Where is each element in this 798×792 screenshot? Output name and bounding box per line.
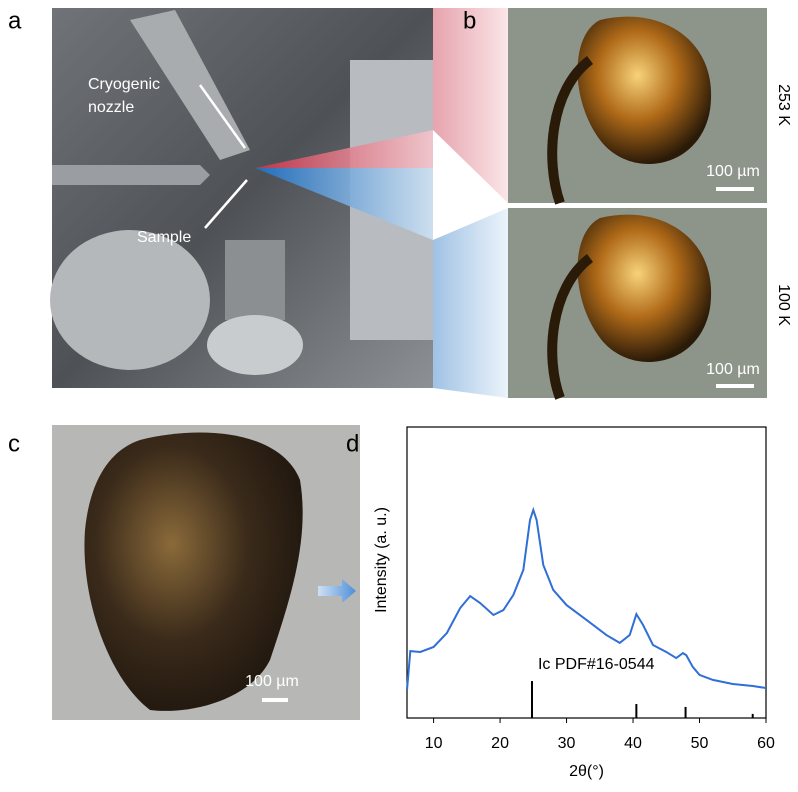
x-tick-label: 60 xyxy=(757,735,775,752)
goniometer xyxy=(225,240,285,320)
panel-a: Cryogenic nozzle Sample a xyxy=(8,7,433,388)
base xyxy=(207,315,303,375)
x-tick-label: 50 xyxy=(691,735,709,752)
y-axis-label: Intensity (a. u.) xyxy=(373,507,390,613)
x-axis-label: 2θ(°) xyxy=(569,763,604,780)
plate xyxy=(50,230,210,370)
annotation: Cryogenic xyxy=(88,76,160,93)
scale-label: 100 µm xyxy=(245,673,299,690)
x-tick-label: 40 xyxy=(624,735,642,752)
temperature: 253 K xyxy=(775,84,792,126)
annotation: nozzle xyxy=(88,99,134,116)
temperature: 100 K xyxy=(775,284,792,326)
panel-label: b xyxy=(463,7,476,34)
panel-label: c xyxy=(8,430,20,457)
fan xyxy=(433,8,508,203)
plot-frame xyxy=(407,427,766,718)
scale-label: 100 µm xyxy=(706,163,760,180)
panel-d: d 10 20 30 40 50 60 2θ(°) Intensity (a. u.) Ic P… xyxy=(346,427,775,780)
x-tick-label: 30 xyxy=(558,735,576,752)
panel-label: a xyxy=(8,7,22,34)
scale-label: 100 µm xyxy=(706,361,760,378)
pin xyxy=(52,165,210,185)
annotation: Sample xyxy=(137,229,191,246)
x-tick-label: 20 xyxy=(491,735,509,752)
fan xyxy=(433,208,508,398)
panel-c: 100 µm c xyxy=(8,425,360,720)
page: Cryogenic nozzle Sample a 100 µm 100 µm … xyxy=(0,0,798,792)
x-tick-label: 10 xyxy=(425,735,443,752)
figure: Cryogenic nozzle Sample a 100 µm 100 µm … xyxy=(0,0,798,787)
panel-label: d xyxy=(346,430,359,457)
panel-b: 100 µm 100 µm 253 K 100 K b xyxy=(433,7,792,398)
reference-label: Ic PDF#16-0544 xyxy=(538,656,655,673)
